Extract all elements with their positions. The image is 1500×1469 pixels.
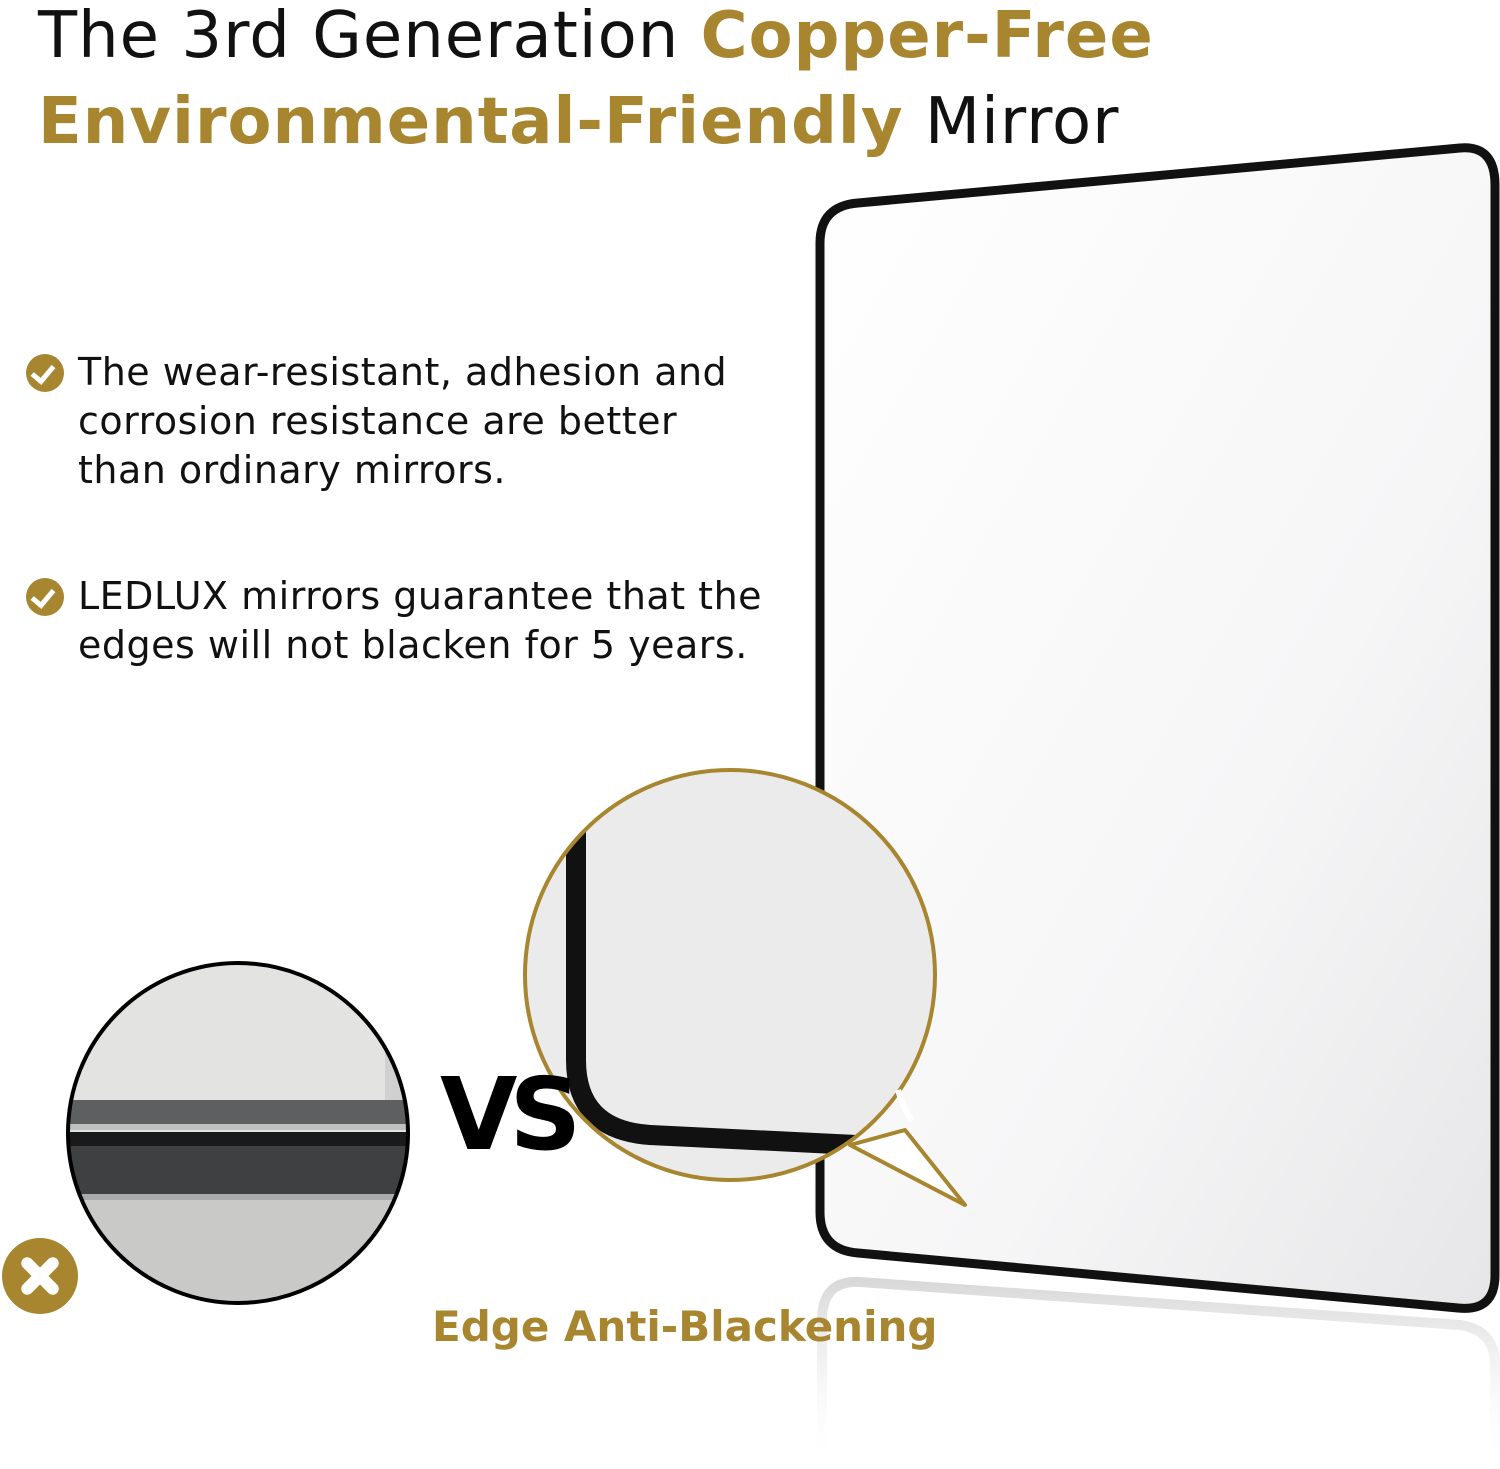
- x-circle-icon: [2, 1238, 78, 1314]
- headline-line-2: Environmental-Friendly Mirror: [38, 82, 1119, 162]
- headline-accent: Environmental-Friendly: [38, 85, 904, 159]
- headline-plain: Mirror: [903, 85, 1120, 159]
- bad-photo-frame: [66, 961, 410, 1305]
- check-circle-icon: [26, 578, 64, 616]
- caption: Edge Anti-Blackening: [432, 1302, 938, 1351]
- feature-item: The wear-resistant, adhesion and corrosi…: [26, 348, 766, 495]
- headline-line-1: The 3rd Generation Copper-Free: [38, 0, 1154, 76]
- headline-accent: Copper-Free: [700, 0, 1154, 73]
- feature-text: The wear-resistant, adhesion and corrosi…: [78, 350, 728, 492]
- mirror: [815, 143, 1500, 1313]
- mirror-reflection: [817, 1276, 1500, 1469]
- feature-item: LEDLUX mirrors guarantee that the edges …: [26, 572, 806, 670]
- feature-text: LEDLUX mirrors guarantee that the edges …: [78, 574, 763, 667]
- check-circle-icon: [26, 354, 64, 392]
- headline-plain: The 3rd Generation: [38, 0, 701, 73]
- vs-label: VS: [440, 1056, 581, 1173]
- blackened-edge-photo: [68, 963, 408, 1303]
- zoom-detail-bubble: [523, 768, 967, 1207]
